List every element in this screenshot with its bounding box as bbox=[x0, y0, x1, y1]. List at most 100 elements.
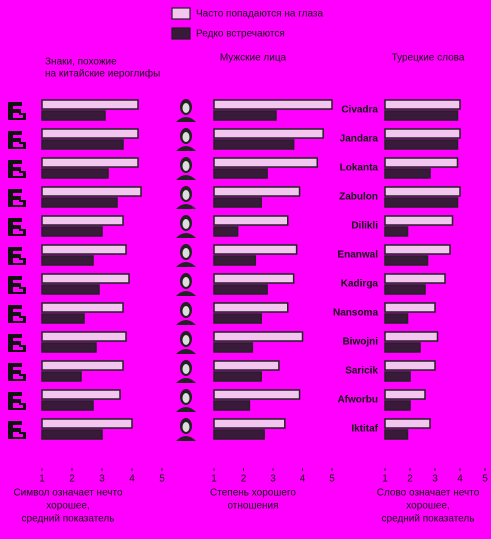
glyph-icon bbox=[8, 305, 26, 323]
face-icon bbox=[176, 436, 196, 441]
face-icon bbox=[176, 262, 196, 267]
legend-key bbox=[171, 7, 191, 20]
face-icon bbox=[176, 204, 196, 209]
bar bbox=[213, 360, 280, 371]
x-tick-label: 1 bbox=[211, 474, 217, 485]
face-icon bbox=[176, 175, 196, 180]
bar bbox=[384, 313, 409, 324]
bar bbox=[384, 418, 431, 429]
bar bbox=[384, 99, 461, 110]
legend-label: Редко встречаются bbox=[196, 29, 285, 40]
x-tick-label: 2 bbox=[69, 474, 75, 485]
face-icon bbox=[176, 291, 196, 296]
face-icon bbox=[182, 393, 190, 403]
bar bbox=[41, 99, 139, 110]
bar bbox=[213, 226, 239, 237]
panel-title: на китайские иероглифы bbox=[45, 68, 160, 80]
panel-title: Мужские лица bbox=[220, 53, 287, 64]
bar bbox=[213, 342, 254, 353]
face-icon bbox=[176, 320, 196, 325]
x-axis-label: Слово означает нечто bbox=[377, 488, 480, 499]
x-axis-label: хорошее, bbox=[46, 501, 90, 512]
bar bbox=[41, 215, 124, 226]
category-label: Biwojni bbox=[342, 337, 378, 348]
x-axis-label: средний показатель bbox=[22, 514, 115, 525]
face-icon bbox=[182, 190, 190, 200]
bar bbox=[384, 110, 459, 121]
x-tick-label: 5 bbox=[159, 474, 165, 485]
x-tick-label: 5 bbox=[329, 474, 335, 485]
x-axis-label: хорошее, bbox=[406, 501, 450, 512]
face-icon bbox=[176, 117, 196, 122]
category-label: Civadra bbox=[341, 105, 378, 116]
bar bbox=[213, 400, 251, 411]
x-axis-label: средний показатель bbox=[382, 514, 475, 525]
x-tick-label: 1 bbox=[382, 474, 388, 485]
bar bbox=[41, 244, 127, 255]
category-label: Afworbu bbox=[337, 395, 378, 406]
face-icon bbox=[176, 349, 196, 354]
bar bbox=[384, 360, 436, 371]
x-tick-label: 4 bbox=[457, 474, 463, 485]
bar bbox=[213, 99, 333, 110]
bar bbox=[213, 255, 257, 266]
glyph-icon bbox=[8, 276, 26, 294]
bar bbox=[213, 139, 295, 150]
bar bbox=[41, 400, 94, 411]
panel-title: Знаки, похожие bbox=[45, 57, 117, 68]
glyph-icon bbox=[8, 131, 26, 149]
x-tick-label: 2 bbox=[241, 474, 247, 485]
bar bbox=[213, 371, 262, 382]
bar bbox=[384, 255, 429, 266]
bar bbox=[384, 157, 459, 168]
face-icon bbox=[176, 407, 196, 412]
bar bbox=[213, 302, 289, 313]
x-tick-label: 3 bbox=[432, 474, 438, 485]
face-icon bbox=[176, 378, 196, 383]
bar bbox=[41, 284, 100, 295]
bar bbox=[41, 273, 130, 284]
bar bbox=[213, 418, 286, 429]
face-icon bbox=[182, 277, 190, 287]
category-label: Jandara bbox=[340, 134, 379, 145]
legend-key bbox=[171, 27, 191, 40]
bar bbox=[384, 273, 446, 284]
face-icon bbox=[182, 161, 190, 171]
face-icon bbox=[182, 364, 190, 374]
x-axis-label: Степень хорошего bbox=[210, 488, 296, 499]
bar bbox=[384, 389, 426, 400]
bar bbox=[384, 168, 431, 179]
category-label: Saricik bbox=[345, 366, 378, 377]
face-icon bbox=[182, 248, 190, 258]
category-label: Enanwal bbox=[337, 250, 378, 261]
bar bbox=[41, 389, 121, 400]
bar bbox=[384, 400, 411, 411]
glyph-icon bbox=[8, 334, 26, 352]
bar bbox=[41, 429, 103, 440]
face-icon bbox=[182, 219, 190, 229]
x-axis-label: Символ означает нечто bbox=[13, 488, 123, 499]
bar bbox=[213, 244, 298, 255]
bar bbox=[384, 371, 411, 382]
bar bbox=[384, 215, 454, 226]
bar bbox=[213, 110, 277, 121]
category-label: Dilikli bbox=[351, 221, 378, 232]
category-label: Iktitaf bbox=[351, 424, 378, 435]
bar bbox=[384, 302, 436, 313]
bar bbox=[41, 226, 103, 237]
glyph-icon bbox=[8, 102, 26, 120]
bar bbox=[41, 168, 109, 179]
x-tick-label: 3 bbox=[270, 474, 276, 485]
bar bbox=[41, 342, 97, 353]
bar bbox=[213, 186, 301, 197]
bar bbox=[384, 197, 459, 208]
bar bbox=[41, 331, 127, 342]
bar bbox=[41, 255, 94, 266]
bar bbox=[41, 371, 82, 382]
bar bbox=[384, 226, 409, 237]
bar bbox=[41, 186, 142, 197]
bar bbox=[213, 168, 268, 179]
bar bbox=[213, 331, 304, 342]
category-label: Nansoma bbox=[333, 308, 378, 319]
